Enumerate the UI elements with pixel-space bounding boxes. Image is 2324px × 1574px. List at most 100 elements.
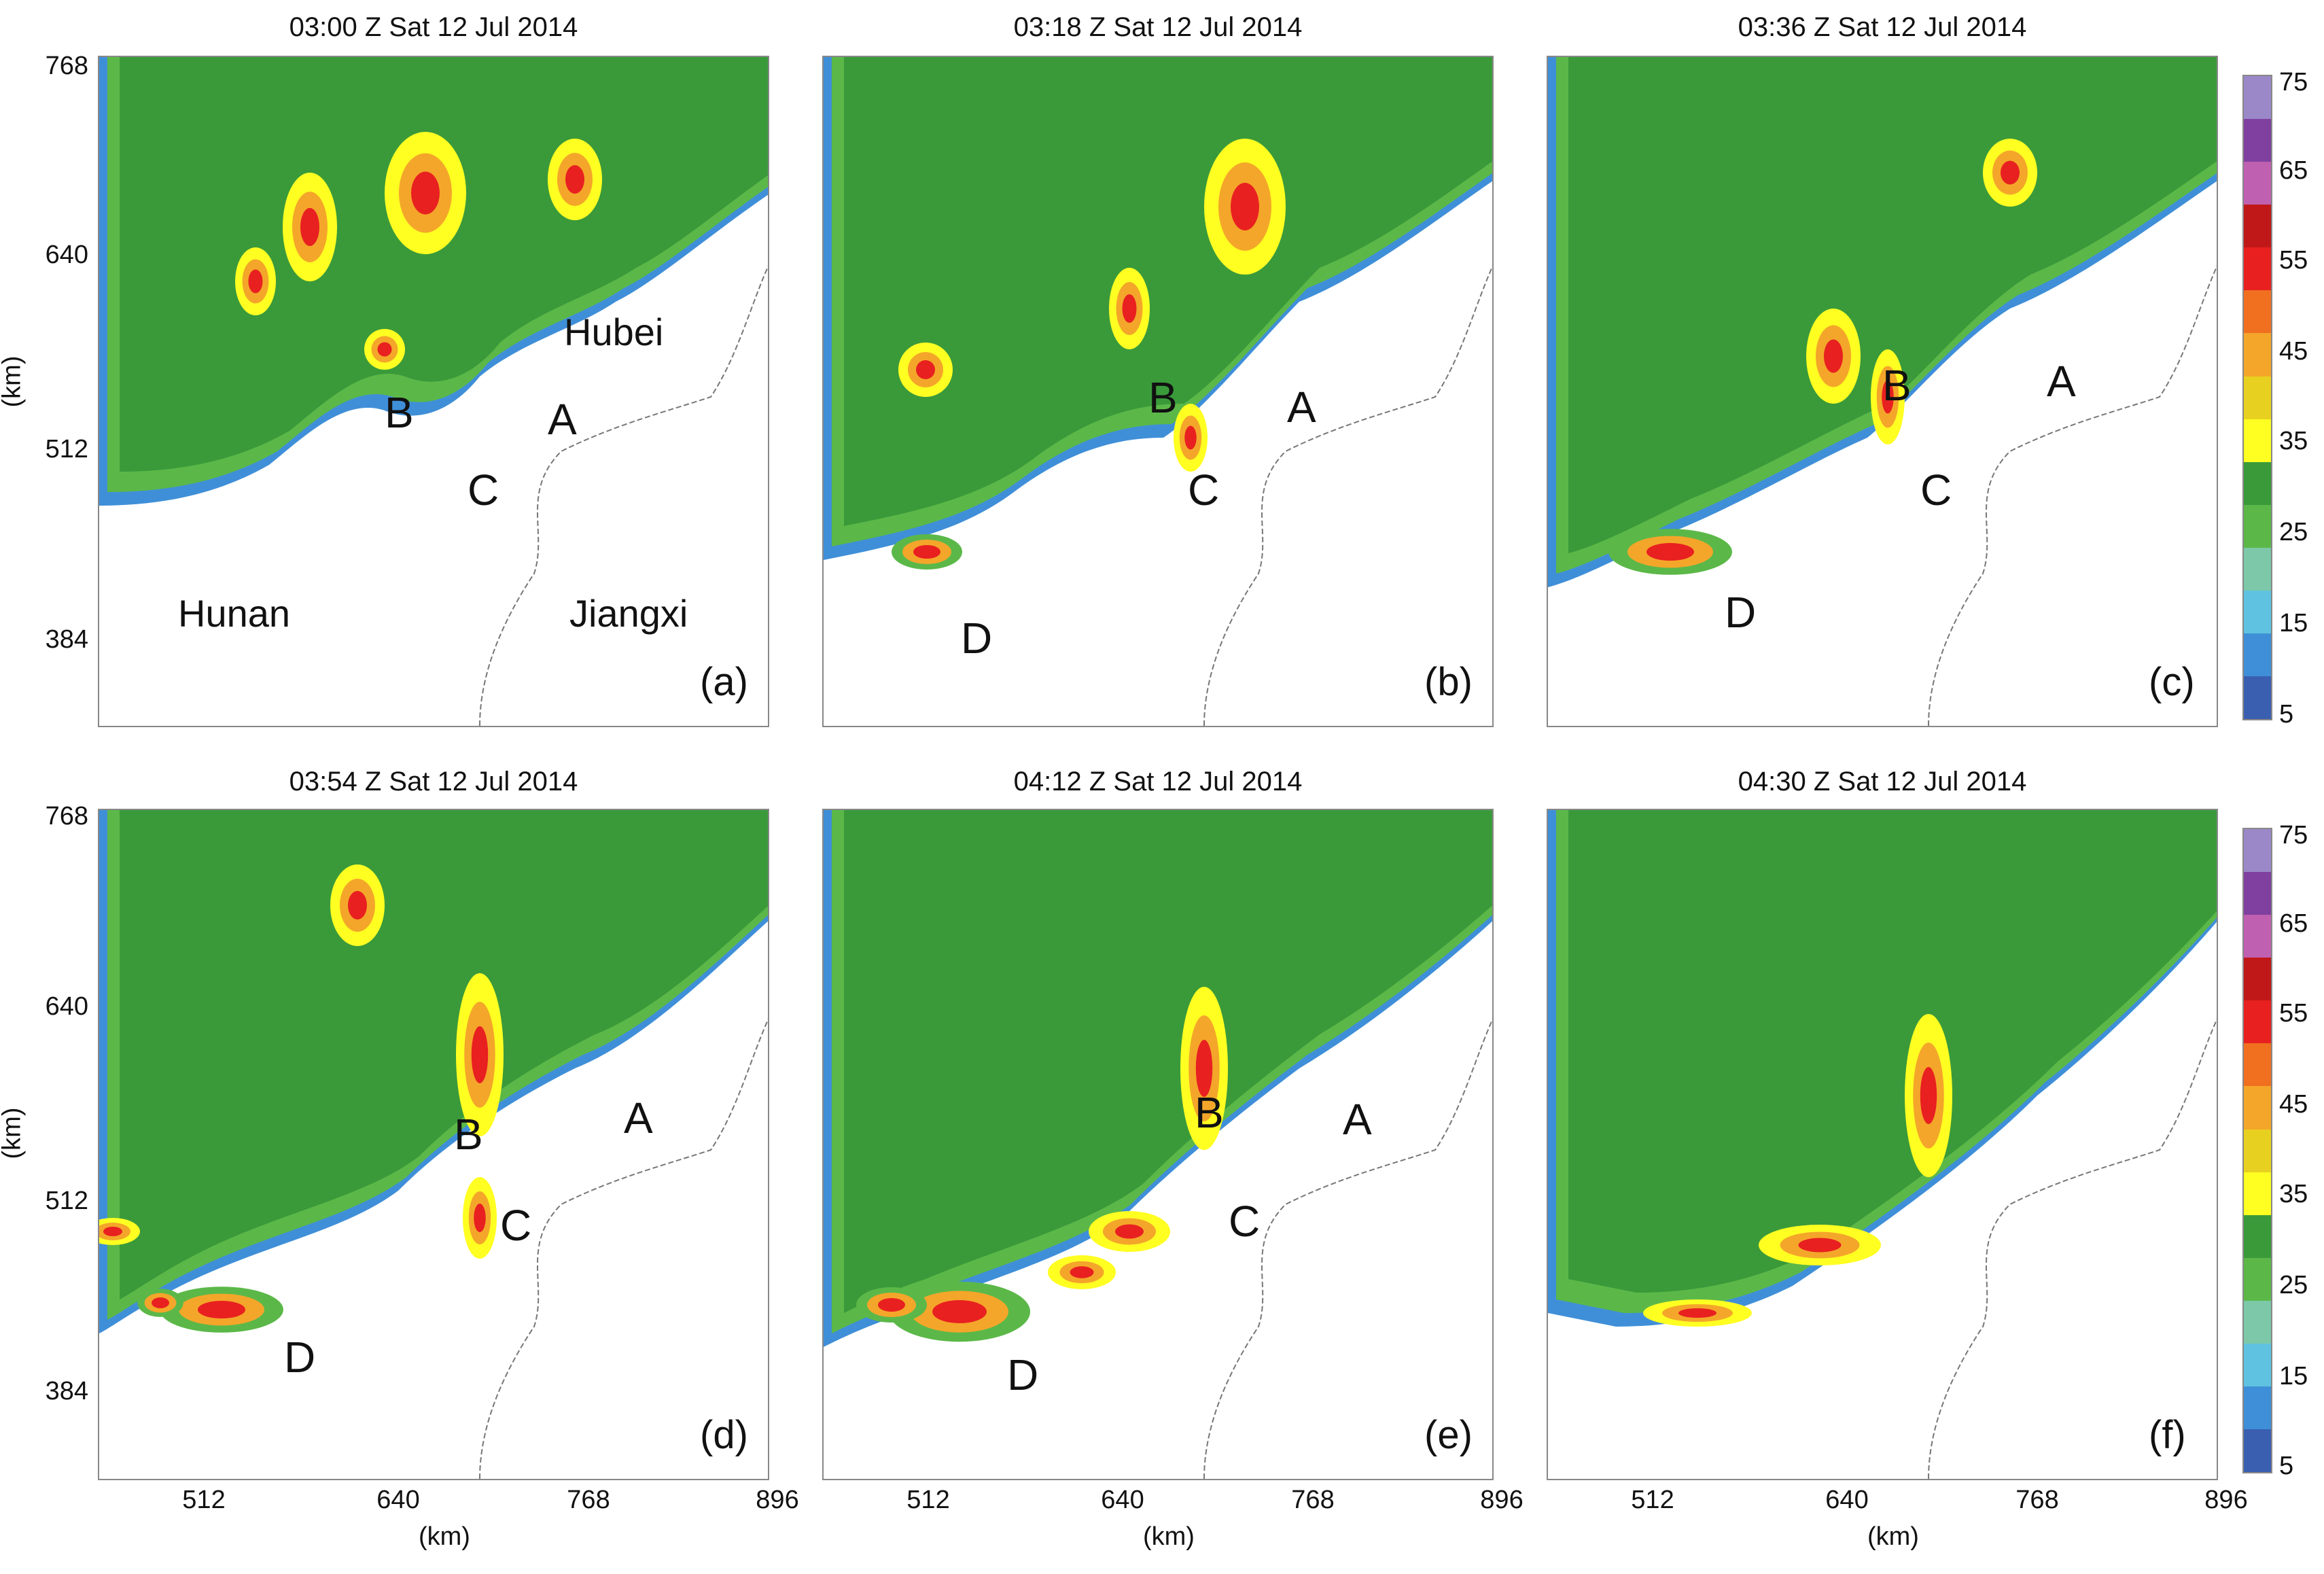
colorbar-swatch xyxy=(2244,290,2271,334)
cbtick-55-top: 55 xyxy=(2279,246,2308,275)
convective-core xyxy=(1231,183,1259,230)
convective-core xyxy=(1184,425,1197,450)
colorbar-top xyxy=(2242,75,2272,720)
xtick-896-c: 896 xyxy=(2204,1486,2248,1514)
radar-panel-c xyxy=(1547,56,2218,727)
cbtick-15-bottom: 15 xyxy=(2279,1362,2308,1391)
colorbar-swatch xyxy=(2244,205,2271,248)
colorbar-swatch xyxy=(2244,162,2271,205)
cbtick-45-top: 45 xyxy=(2279,337,2308,366)
colorbar-swatch xyxy=(2244,1300,2271,1344)
cbtick-55-bottom: 55 xyxy=(2279,999,2308,1028)
xtick-768-a: 768 xyxy=(567,1486,610,1514)
panel-label-f: (f) xyxy=(2149,1413,2186,1457)
xtick-640-b: 640 xyxy=(1101,1486,1144,1514)
colorbar-swatch xyxy=(2244,247,2271,291)
colorbar-swatch xyxy=(2244,1129,2271,1172)
ytick-640-top: 640 xyxy=(45,241,88,269)
convective-core xyxy=(377,342,392,357)
colorbar-swatch xyxy=(2244,872,2271,915)
cbtick-45-bottom: 45 xyxy=(2279,1090,2308,1119)
panel-label-a: (a) xyxy=(700,660,748,704)
xtick-640-a: 640 xyxy=(376,1486,420,1514)
isolated-cell xyxy=(913,545,940,559)
ytick-768-bottom: 768 xyxy=(45,802,88,830)
panel-title-c: 03:36 Z Sat 12 Jul 2014 xyxy=(1738,12,2027,42)
panel-title-e: 04:12 Z Sat 12 Jul 2014 xyxy=(1013,767,1303,797)
cell-label-b-a: A xyxy=(1287,383,1316,432)
ytick-512-bottom: 512 xyxy=(45,1187,88,1215)
cbtick-35-bottom: 35 xyxy=(2279,1180,2308,1208)
cell-label-c-c: C xyxy=(1920,466,1952,514)
radar-panel-d-map xyxy=(99,810,768,1479)
ytick-768-top: 768 xyxy=(45,52,88,80)
cell-label-e-a: A xyxy=(1343,1095,1372,1144)
convective-core xyxy=(1195,1040,1213,1097)
cell-label-a-a: A xyxy=(548,395,577,444)
ytick-640-bottom: 640 xyxy=(45,992,88,1021)
y-axis-label-bottom: (km) xyxy=(0,1107,27,1159)
cell-label-d-b: B xyxy=(454,1110,483,1159)
x-axis-label-c: (km) xyxy=(1867,1522,1919,1551)
cbtick-75-bottom: 75 xyxy=(2279,821,2308,850)
colorbar-swatch xyxy=(2244,829,2271,873)
panel-title-b: 03:18 Z Sat 12 Jul 2014 xyxy=(1013,12,1303,42)
colorbar-swatch xyxy=(2244,1343,2271,1386)
xtick-512-b: 512 xyxy=(906,1486,950,1514)
radar-panel-d xyxy=(98,809,769,1480)
echo-field xyxy=(844,810,1492,1313)
colorbar-swatch xyxy=(2244,1043,2271,1087)
colorbar-swatch xyxy=(2244,1386,2271,1429)
cell-label-c-b: B xyxy=(1882,361,1912,410)
ytick-384-bottom: 384 xyxy=(45,1377,88,1405)
panel-title-f: 04:30 Z Sat 12 Jul 2014 xyxy=(1738,767,2027,797)
cell-label-d-c: C xyxy=(500,1201,532,1250)
colorbar-swatch xyxy=(2244,461,2271,505)
xtick-512-a: 512 xyxy=(182,1486,226,1514)
convective-core xyxy=(248,269,263,294)
cell-label-c-a: A xyxy=(2047,357,2076,406)
isolated-cell xyxy=(878,1298,905,1312)
xtick-896-b: 896 xyxy=(1480,1486,1524,1514)
panel-title-a: 03:00 Z Sat 12 Jul 2014 xyxy=(289,12,578,42)
region-label-jiangxi: Jiangxi xyxy=(569,592,688,635)
cbtick-25-bottom: 25 xyxy=(2279,1271,2308,1299)
radar-panel-b-map xyxy=(824,57,1492,726)
colorbar-swatch xyxy=(2244,1172,2271,1215)
cell-label-a-b: B xyxy=(385,388,414,437)
echo-field xyxy=(1568,810,2217,1293)
colorbar-swatch xyxy=(2244,1429,2271,1472)
convective-core xyxy=(1115,1224,1144,1239)
cell-label-b-d: D xyxy=(961,614,993,663)
convective-core xyxy=(103,1227,122,1236)
colorbar-swatch xyxy=(2244,1214,2271,1258)
isolated-cell xyxy=(932,1300,987,1323)
colorbar-swatch xyxy=(2244,119,2271,162)
cbtick-75-top: 75 xyxy=(2279,68,2308,97)
colorbar-swatch xyxy=(2244,915,2271,958)
echo-field xyxy=(120,810,768,1299)
cell-label-d-d: D xyxy=(284,1333,316,1382)
radar-panel-a-map xyxy=(99,57,768,726)
convective-core xyxy=(1678,1308,1716,1318)
colorbar-swatch xyxy=(2244,547,2271,591)
colorbar-swatch xyxy=(2244,333,2271,377)
colorbar-swatch xyxy=(2244,633,2271,676)
isolated-cell xyxy=(198,1301,245,1318)
ytick-512-top: 512 xyxy=(45,435,88,464)
colorbar-swatch xyxy=(2244,958,2271,1001)
cell-label-c-d: D xyxy=(1725,588,1757,637)
convective-core xyxy=(1122,294,1137,323)
xtick-896-a: 896 xyxy=(756,1486,799,1514)
region-label-hubei: Hubei xyxy=(564,311,664,353)
colorbar-swatch xyxy=(2244,376,2271,419)
convective-core xyxy=(348,891,367,920)
cell-label-d-a: A xyxy=(624,1094,653,1142)
xtick-640-c: 640 xyxy=(1825,1486,1869,1514)
colorbar-swatch xyxy=(2244,1257,2271,1301)
convective-core xyxy=(300,208,319,246)
colorbar-swatch xyxy=(2244,76,2271,120)
convective-core xyxy=(1070,1266,1094,1278)
panel-label-e: (e) xyxy=(1424,1413,1473,1457)
colorbar-swatch xyxy=(2244,1000,2271,1044)
